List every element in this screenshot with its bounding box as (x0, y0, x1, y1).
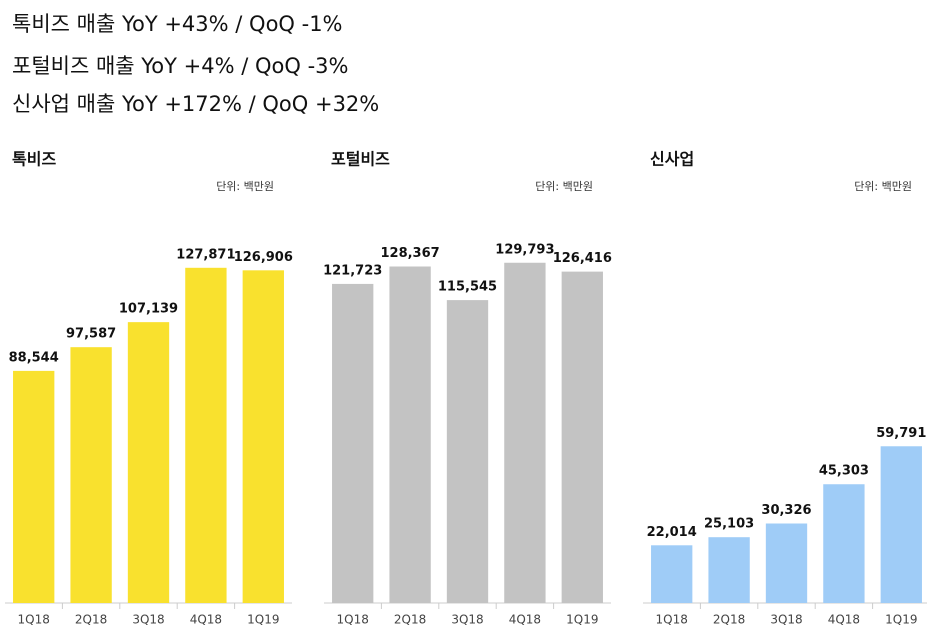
value-label: 97,587 (66, 327, 116, 342)
unit-note: 단위: 백만원 (854, 180, 912, 193)
headline: 포털비즈 매출 YoY +4% / QoQ -3% (12, 54, 348, 78)
x-tick-label: 1Q19 (885, 613, 917, 627)
bar (389, 266, 431, 603)
bar (823, 484, 865, 603)
x-tick-label: 2Q18 (75, 613, 107, 627)
x-tick-label: 1Q18 (18, 613, 50, 627)
bar (13, 370, 55, 603)
chart-title: 신사업 (650, 150, 694, 169)
value-label: 121,723 (323, 263, 382, 278)
chart-title: 톡비즈 (12, 150, 56, 169)
value-label: 115,545 (438, 280, 497, 295)
unit-note: 단위: 백만원 (216, 180, 274, 193)
value-label: 129,793 (495, 242, 554, 257)
value-label: 127,871 (176, 247, 235, 262)
x-tick-label: 1Q18 (337, 613, 369, 627)
chart-title: 포털비즈 (331, 150, 390, 169)
value-label: 107,139 (119, 302, 178, 317)
value-label: 45,303 (819, 464, 869, 479)
value-label: 22,014 (647, 525, 697, 540)
x-tick-label: 3Q18 (770, 613, 802, 627)
unit-note: 단위: 백만원 (535, 180, 593, 193)
value-label: 25,103 (704, 517, 754, 532)
bar (446, 300, 489, 603)
value-label: 88,544 (9, 350, 59, 365)
bar (765, 523, 808, 603)
x-tick-label: 1Q19 (566, 613, 598, 627)
value-label: 30,326 (761, 503, 811, 518)
bar (127, 322, 170, 603)
value-label: 126,416 (553, 251, 612, 266)
x-tick-label: 4Q18 (190, 613, 222, 627)
bar (880, 446, 922, 603)
x-tick-label: 3Q18 (451, 613, 483, 627)
x-tick-label: 4Q18 (509, 613, 541, 627)
value-label: 128,367 (380, 246, 439, 261)
value-label: 126,906 (234, 250, 293, 265)
value-label: 59,791 (876, 426, 926, 441)
bar (708, 537, 750, 603)
x-tick-label: 1Q19 (247, 613, 279, 627)
bar (504, 262, 546, 603)
headline: 신사업 매출 YoY +172% / QoQ +32% (12, 92, 379, 116)
x-tick-label: 3Q18 (132, 613, 164, 627)
bar (332, 283, 374, 603)
bar (561, 271, 603, 603)
bar (651, 545, 693, 603)
x-tick-label: 2Q18 (394, 613, 426, 627)
headline: 톡비즈 매출 YoY +43% / QoQ -1% (12, 12, 343, 36)
bar (242, 270, 284, 603)
bar (70, 347, 112, 603)
x-tick-label: 4Q18 (828, 613, 860, 627)
x-tick-label: 2Q18 (713, 613, 745, 627)
x-tick-label: 1Q18 (656, 613, 688, 627)
bar (185, 267, 227, 603)
